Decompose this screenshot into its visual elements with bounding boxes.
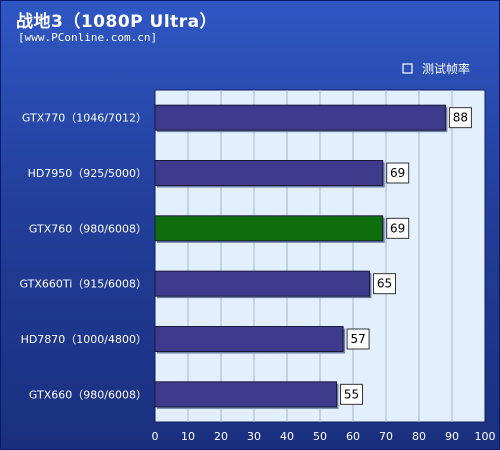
- bar: [154, 381, 337, 408]
- category-label: GTX660Ti（915/6008）: [19, 278, 147, 291]
- x-tick-label: 70: [379, 430, 393, 443]
- x-tick-label: 100: [475, 430, 496, 443]
- data-label: 69: [390, 221, 405, 235]
- data-label: 65: [377, 277, 392, 291]
- legend-label: 测试帧率: [422, 61, 470, 76]
- bar: [154, 215, 384, 242]
- x-tick-label: 90: [445, 430, 459, 443]
- x-tick-label: 50: [313, 430, 327, 443]
- data-label: 69: [390, 166, 405, 180]
- x-axis-ticks: 0 10 20 30 40 50 60 70 80 90 100: [152, 430, 496, 443]
- data-label-box: [346, 328, 370, 350]
- category-labels: GTX770（1046/7012） HD7950（925/5000） GTX760（…: [19, 112, 147, 402]
- category-label: GTX770（1046/7012）: [22, 112, 147, 125]
- category-label: HD7950（925/5000）: [28, 167, 147, 180]
- category-label: GTX660（980/6008）: [29, 388, 147, 401]
- x-tick-label: 30: [247, 430, 261, 443]
- data-label: 88: [453, 111, 468, 125]
- x-tick-label: 40: [280, 430, 294, 443]
- data-label-box: [448, 107, 472, 129]
- data-label-box: [373, 273, 396, 295]
- x-tick-label: 0: [152, 430, 159, 443]
- bar: [154, 160, 384, 186]
- chart-title: 战地3（1080P Ultra）: [16, 12, 218, 32]
- x-tick-label: 20: [214, 430, 228, 443]
- data-label: 55: [344, 387, 359, 401]
- category-label: HD7870（1000/4800）: [21, 333, 147, 346]
- category-label: GTX760（980/6008）: [29, 222, 147, 235]
- source-label: [www.PConline.com.cn]: [18, 31, 158, 44]
- data-label-box: [340, 383, 363, 405]
- data-label-box: [386, 217, 410, 239]
- data-label-box: [386, 162, 410, 184]
- data-label: 57: [350, 332, 365, 346]
- bar: [154, 326, 344, 352]
- bars: 88 69 69 65 57 55: [154, 104, 472, 409]
- x-tick-label: 60: [346, 430, 360, 443]
- legend: 测试帧率: [402, 61, 470, 76]
- x-tick-label: 10: [181, 430, 195, 443]
- legend-swatch: [402, 63, 413, 74]
- grid-lines: [187, 90, 453, 422]
- bar: [154, 104, 446, 131]
- x-tick-label: 80: [412, 430, 426, 443]
- bar: [154, 270, 370, 297]
